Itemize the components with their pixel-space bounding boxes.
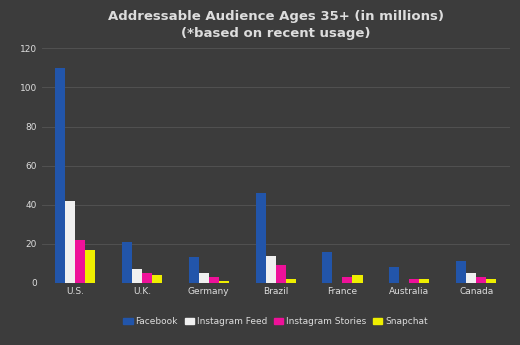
Bar <box>389 267 399 283</box>
Bar <box>476 277 486 283</box>
Bar <box>276 265 285 283</box>
Bar <box>456 262 466 283</box>
Title: Addressable Audience Ages 35+ (in millions)
(*based on recent usage): Addressable Audience Ages 35+ (in millio… <box>108 10 444 40</box>
Bar <box>122 242 132 283</box>
Bar <box>55 68 65 283</box>
Bar <box>219 281 229 283</box>
Bar <box>85 250 95 283</box>
Bar <box>486 279 496 283</box>
Bar <box>209 277 219 283</box>
Bar <box>466 273 476 283</box>
Bar <box>152 275 162 283</box>
Bar <box>255 193 266 283</box>
Bar <box>343 277 353 283</box>
Bar <box>322 252 332 283</box>
Bar <box>285 279 296 283</box>
Bar <box>353 275 362 283</box>
Bar <box>132 269 142 283</box>
Bar <box>419 279 430 283</box>
Bar <box>409 279 419 283</box>
Bar <box>75 240 85 283</box>
Bar <box>199 273 209 283</box>
Legend: Facebook, Instagram Feed, Instagram Stories, Snapchat: Facebook, Instagram Feed, Instagram Stor… <box>120 314 431 330</box>
Bar <box>266 256 276 283</box>
Bar <box>142 273 152 283</box>
Bar <box>65 201 75 283</box>
Bar <box>189 257 199 283</box>
